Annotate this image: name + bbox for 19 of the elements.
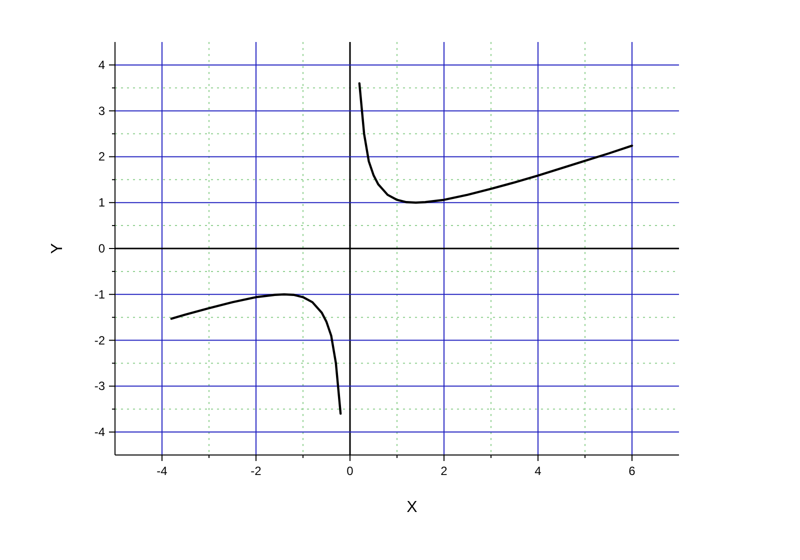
x-tick-label: -4 xyxy=(156,464,168,478)
y-tick-label: 2 xyxy=(98,150,106,164)
y-tick-label: -1 xyxy=(94,287,106,302)
y-axis-title: Y xyxy=(49,242,66,254)
y-tick-label: -4 xyxy=(94,425,106,440)
x-axis-title: X xyxy=(406,499,418,516)
x-tick-label: 0 xyxy=(346,464,354,478)
x-tick-label: 6 xyxy=(628,464,636,478)
y-tick-label: 1 xyxy=(98,196,106,210)
line-series xyxy=(358,82,634,204)
line-series xyxy=(170,293,342,415)
x-tick-label: 2 xyxy=(440,464,448,478)
y-tick-label: 3 xyxy=(98,104,106,118)
y-tick-label: 0 xyxy=(98,242,106,256)
y-tick-label: 4 xyxy=(98,58,106,72)
y-tick-label: -3 xyxy=(94,379,106,394)
x-tick-label: 4 xyxy=(534,464,542,478)
x-tick-label: -2 xyxy=(250,464,262,478)
y-tick-label: -2 xyxy=(94,333,106,348)
